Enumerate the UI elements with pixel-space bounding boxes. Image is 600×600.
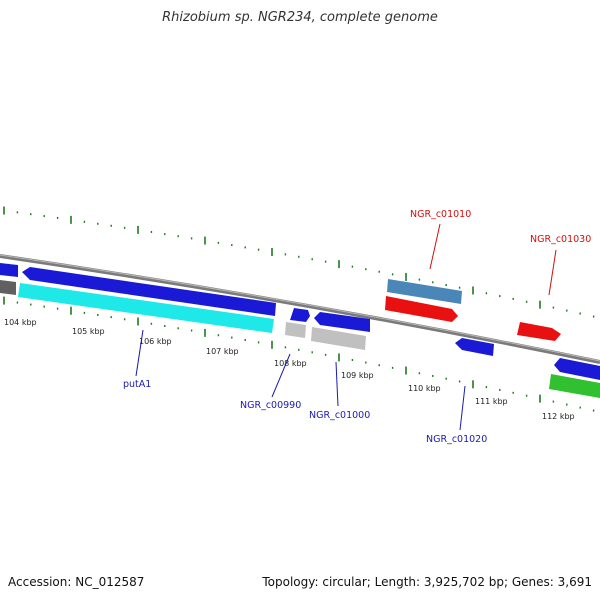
gene-feature[interactable]: [517, 322, 561, 341]
outer-tick-ring: [3, 206, 595, 318]
scale-label: 107 kbp: [206, 347, 239, 356]
gene-feature[interactable]: [311, 327, 366, 350]
gene-feature[interactable]: [22, 267, 276, 316]
accession-text: Accession: NC_012587: [8, 575, 145, 589]
scale-label: 112 kbp: [542, 412, 575, 421]
scale-label: 105 kbp: [72, 327, 105, 336]
gene-label-ngr-c01000[interactable]: NGR_c01000: [309, 410, 370, 421]
gene-feature[interactable]: [549, 374, 600, 398]
label-leader-lines: [135, 223, 557, 431]
forward-strand-features: [0, 263, 600, 380]
scale-label: 106 kbp: [139, 337, 172, 346]
gene-feature[interactable]: [0, 280, 16, 295]
gene-feature[interactable]: [387, 279, 462, 304]
scale-label: 110 kbp: [408, 384, 441, 393]
reverse-strand-features: [0, 280, 600, 398]
scale-label: 109 kbp: [341, 371, 374, 380]
gene-feature[interactable]: [455, 338, 494, 356]
gene-feature[interactable]: [314, 312, 370, 332]
gene-label-putA1[interactable]: putA1: [123, 379, 151, 390]
gene-feature[interactable]: [385, 296, 458, 322]
gene-feature[interactable]: [18, 283, 274, 333]
gene-feature[interactable]: [0, 263, 18, 277]
gene-label-ngr-c00990[interactable]: NGR_c00990: [240, 400, 301, 411]
gene-label-ngr-c01010[interactable]: NGR_c01010: [410, 209, 471, 220]
gene-label-ngr-c01030[interactable]: NGR_c01030: [530, 234, 591, 245]
gene-label-ngr-c01020[interactable]: NGR_c01020: [426, 434, 487, 445]
map-title: Rhizobium sp. NGR234, complete genome: [162, 10, 438, 25]
scale-labels: 104 kbp 105 kbp 106 kbp 107 kbp 108 kbp …: [4, 318, 575, 421]
scale-label: 111 kbp: [475, 397, 508, 406]
gene-feature[interactable]: [290, 308, 310, 322]
inner-tick-ring: [3, 296, 595, 412]
gene-labels: putA1 NGR_c00990 NGR_c01000 NGR_c01010 N…: [123, 209, 591, 445]
gene-feature[interactable]: [285, 322, 306, 338]
scale-label: 104 kbp: [4, 318, 37, 327]
scale-label: 108 kbp: [274, 359, 307, 368]
topology-text: Topology: circular; Length: 3,925,702 bp…: [262, 575, 592, 589]
genome-backbone: [0, 254, 600, 364]
gene-feature[interactable]: [554, 358, 600, 380]
